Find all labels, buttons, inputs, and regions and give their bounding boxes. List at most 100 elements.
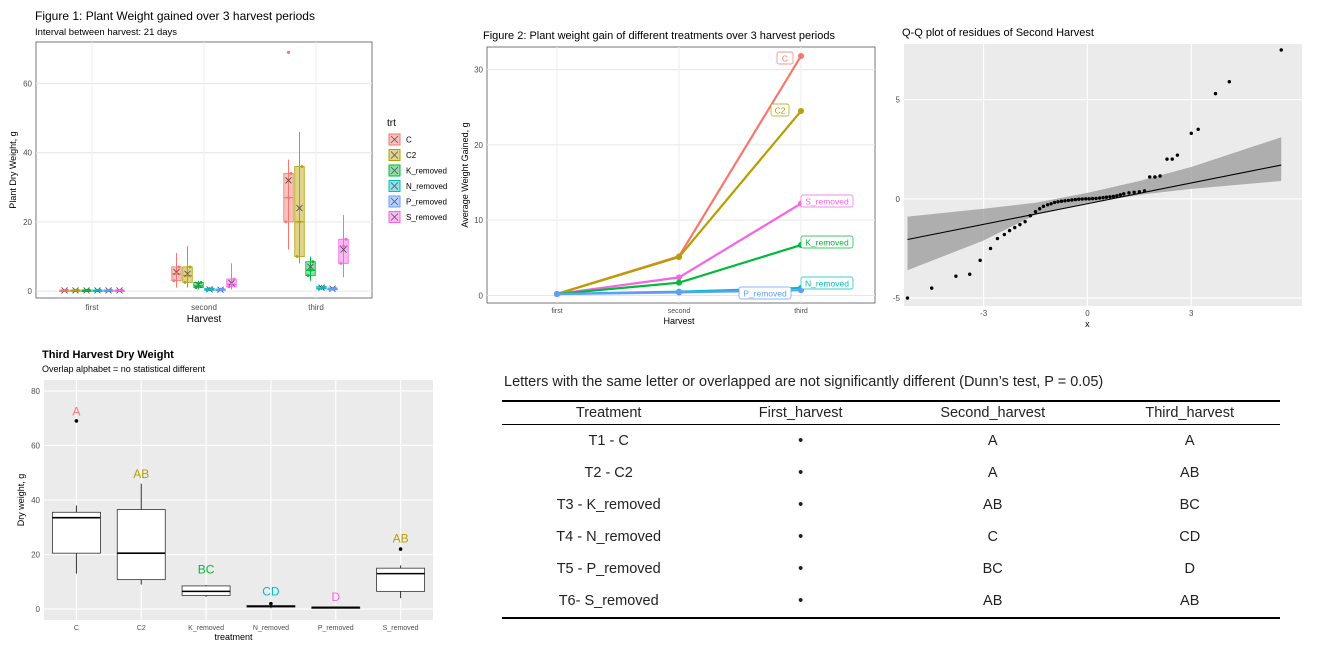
qq-point [1097,196,1102,200]
series-point [676,274,682,281]
jitter-point [295,255,299,258]
qq-point [1104,195,1109,199]
legend-key-mark [390,213,399,221]
cell-second: AB [983,497,1003,513]
cell-second: C [987,529,998,545]
figure1-legend-title: trt [387,118,396,129]
qq-point [1108,195,1112,199]
cell-third: A [1184,433,1195,449]
table-row: T5 - P_removed • BC D [502,553,1280,585]
cell-second: A [987,433,998,449]
y-tick-label: 20 [31,551,40,560]
box-body [52,511,101,554]
jitter-point [344,237,348,241]
x-tick-label: -3 [980,309,988,318]
x-axis-label: treatment [214,632,253,642]
y-tick-label: 60 [31,441,40,450]
legend-label: K_removed [406,167,447,176]
jitter-point [322,285,326,288]
jitter-point [339,262,343,265]
qq-point [1002,232,1007,237]
series-label: N_removed [805,279,849,289]
jitter-point [230,282,233,286]
qq-point [1018,222,1022,227]
jitter-point [175,272,178,276]
qq-point [1041,204,1046,209]
cell-first: • [798,561,804,577]
table-row: T4 - N_removed • C CD [502,521,1280,553]
legend-label: C2 [406,151,417,160]
outlier-point [286,50,291,54]
table-caption: Letters with the same letter or overlapp… [504,374,1104,390]
series-point [554,290,560,297]
jitter-point [96,288,99,292]
y-tick-label: 0 [896,195,901,204]
jitter-point [298,220,301,224]
x-tick-label: S_removed [383,625,419,632]
qq-point [1170,157,1174,161]
cell-third: AB [1099,585,1280,619]
cell-second: A [987,465,998,481]
significance-letter: CD [262,584,280,598]
jitter-point [120,288,124,292]
significance-letter: BC [198,563,215,577]
jitter-point [118,288,121,292]
jitter-point [177,265,181,269]
jitter-point [284,220,288,224]
x-tick-label: first [551,308,562,315]
cell-first: • [715,585,887,619]
qq-point [1175,153,1180,157]
series-label-box [800,276,854,290]
header-treatment: Treatment [502,400,716,425]
x-axis-label: x [1085,319,1090,329]
cell-third: AB [1180,465,1200,481]
confidence-band [907,137,1282,271]
qq-point [1111,194,1116,199]
cell-first: • [798,529,804,545]
qq-point [1115,194,1119,198]
qq-point [1227,80,1232,84]
jitter-point [98,288,102,292]
jitter-point [109,288,113,292]
outlier-point [398,547,403,551]
figure1-title: Figure 1: Plant Weight gained over 3 har… [35,9,315,23]
x-axis-label: Harvest [187,314,222,325]
jitter-point [104,289,108,293]
outlier-point [269,601,273,606]
x-tick-label: third [308,303,324,312]
qq-point [1101,195,1105,200]
qq-point [1056,200,1060,204]
x-tick-label: N_removed [253,625,289,632]
cell-third: BC [1179,497,1200,513]
qq-point [1142,189,1147,193]
jitter-point [309,268,312,272]
y-tick-label: 20 [23,218,32,227]
qq-point [1070,198,1074,202]
qq-point [1196,127,1200,132]
figure4-title: Third Harvest Dry Weight [42,349,174,361]
jitter-point [205,288,209,292]
series-label: S_removed [805,197,849,207]
qq-point [1137,190,1142,194]
significance-letter: AB [133,467,149,481]
qq-point [1090,196,1095,201]
series-label-box [800,235,854,249]
mean-marker [285,177,292,184]
jitter-point [331,287,334,291]
qq-point [1083,197,1088,201]
jitter-point [65,288,69,292]
jitter-point [183,281,187,284]
series-label-box [738,286,792,300]
jitter-point [82,289,86,293]
cell-third: D [1184,561,1195,577]
jitter-point [186,274,189,277]
qq-point [1073,197,1078,202]
qq-point [1045,203,1050,207]
jitter-point [71,289,75,293]
jitter-point [221,287,225,291]
qq-point [988,246,993,251]
legend-label: C [406,136,412,145]
series-label: P_removed [743,289,787,299]
reference-line [907,164,1282,241]
qq-point [1087,197,1091,201]
